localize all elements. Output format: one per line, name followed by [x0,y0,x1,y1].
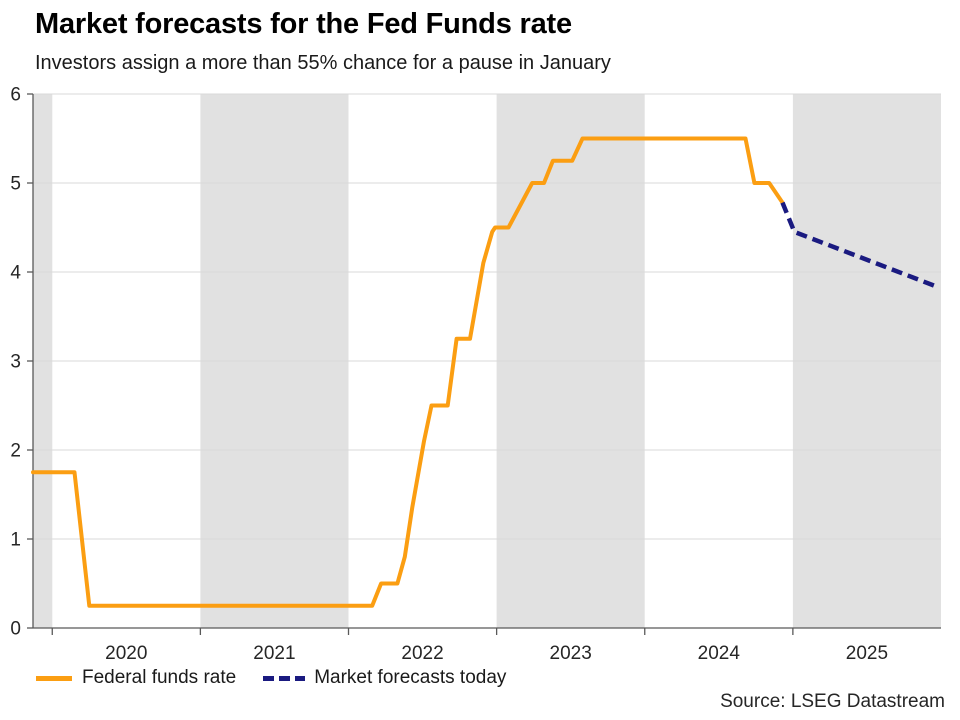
legend-label-forecast: Market forecasts today [314,667,507,688]
y-tick-label: 5 [10,174,21,195]
fed-funds-line-swatch [36,675,72,681]
legend-item-fed-funds: Federal funds rate [35,667,236,689]
legend-item-forecast: Market forecasts today [263,667,506,689]
x-tick-label: 2023 [550,643,592,664]
chart-title: Market forecasts for the Fed Funds rate [35,8,572,40]
y-tick-label: 4 [10,263,21,284]
x-tick-label: 2025 [846,643,888,664]
source-credit: Source: LSEG Datastream [720,691,945,712]
forecast-line-swatch [263,675,306,681]
x-tick-label: 2020 [105,643,147,664]
legend: Federal funds rate Market forecasts toda… [35,667,506,689]
x-tick-label: 2021 [253,643,295,664]
x-tick-label: 2024 [698,643,741,664]
y-tick-label: 3 [10,352,21,373]
y-tick-label: 6 [10,85,21,106]
fed-funds-line [31,136,785,608]
forecast-line [780,201,939,290]
y-tick-label: 2 [10,441,21,462]
chart-subtitle: Investors assign a more than 55% chance … [35,52,611,74]
legend-label-fed-funds: Federal funds rate [82,667,237,688]
y-tick-label: 1 [10,530,21,551]
x-tick-label: 2022 [401,643,443,664]
y-tick-label: 0 [10,619,21,640]
